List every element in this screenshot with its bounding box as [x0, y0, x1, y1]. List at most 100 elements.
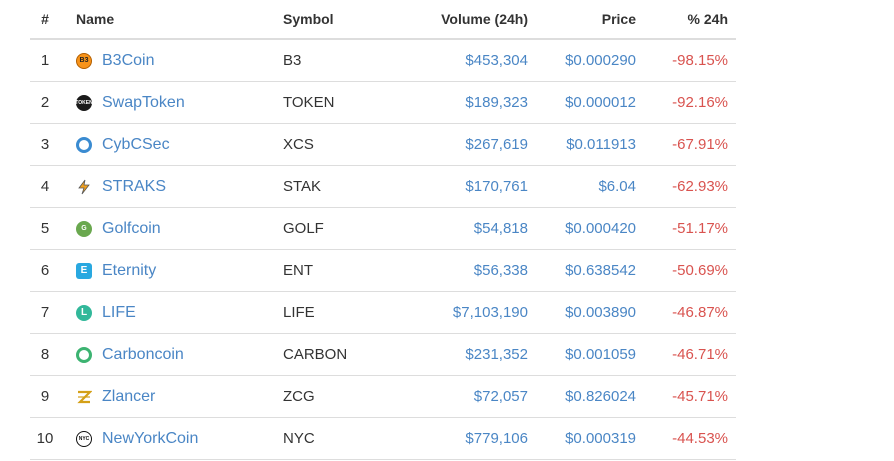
name-cell: STRAKS: [60, 165, 283, 208]
volume-cell[interactable]: $231,352: [413, 333, 528, 376]
price-cell[interactable]: $0.638542: [528, 249, 636, 292]
zlancer-icon: [76, 389, 92, 405]
coin-name-link[interactable]: STRAKS: [102, 177, 167, 195]
coin-name-link[interactable]: Golfcoin: [102, 219, 161, 237]
name-cell: TOKEN SwapToken: [60, 81, 283, 124]
coin-name-wrapper: E Eternity: [76, 262, 283, 280]
table-row[interactable]: 5 G Golfcoin GOLF $54,818 $0.000420 -51.17%: [30, 207, 736, 250]
name-cell: G Golfcoin: [60, 207, 283, 250]
volume-cell[interactable]: $779,106: [413, 417, 528, 460]
rank-cell: 2: [30, 81, 60, 124]
price-cell[interactable]: $0.003890: [528, 291, 636, 334]
table-header-row: # Name Symbol Volume (24h) Price % 24h: [30, 0, 736, 40]
price-cell[interactable]: $0.000319: [528, 417, 636, 460]
volume-cell[interactable]: $54,818: [413, 207, 528, 250]
life-icon: L: [76, 304, 92, 321]
symbol-cell: LIFE: [283, 291, 413, 334]
coin-name-wrapper: Carboncoin: [76, 346, 283, 364]
name-cell: Zlancer: [60, 375, 283, 418]
header-price[interactable]: Price: [528, 0, 636, 40]
change-cell: -45.71%: [636, 375, 736, 418]
change-cell: -46.87%: [636, 291, 736, 334]
price-cell[interactable]: $0.000012: [528, 81, 636, 124]
table-row[interactable]: 9 Zlancer ZCG $72,057 $0.826024 -45.71%: [30, 375, 736, 418]
volume-cell[interactable]: $170,761: [413, 165, 528, 208]
change-cell: -44.53%: [636, 417, 736, 460]
change-cell: -51.17%: [636, 207, 736, 250]
name-cell: CybCSec: [60, 123, 283, 166]
header-symbol[interactable]: Symbol: [283, 0, 413, 40]
symbol-cell: CARBON: [283, 333, 413, 376]
volume-cell[interactable]: $7,103,190: [413, 291, 528, 334]
price-cell[interactable]: $0.001059: [528, 333, 636, 376]
volume-cell[interactable]: $72,057: [413, 375, 528, 418]
coin-table-container: # Name Symbol Volume (24h) Price % 24h 1…: [30, 0, 736, 460]
name-cell: Carboncoin: [60, 333, 283, 376]
coin-name-wrapper: NYC NewYorkCoin: [76, 430, 283, 448]
name-cell: B3 B3Coin: [60, 39, 283, 82]
name-cell: E Eternity: [60, 249, 283, 292]
volume-cell[interactable]: $453,304: [413, 39, 528, 82]
rank-cell: 1: [30, 39, 60, 82]
symbol-cell: B3: [283, 39, 413, 82]
table-row[interactable]: 10 NYC NewYorkCoin NYC $779,106 $0.000319 -44.…: [30, 417, 736, 460]
header-change[interactable]: % 24h: [636, 0, 736, 40]
table-row[interactable]: 7 L LIFE LIFE $7,103,190 $0.003890 -46.87%: [30, 291, 736, 334]
coin-name-wrapper: TOKEN SwapToken: [75, 93, 283, 112]
header-volume[interactable]: Volume (24h): [413, 0, 528, 40]
volume-cell[interactable]: $267,619: [413, 123, 528, 166]
coin-name-link[interactable]: LIFE: [102, 303, 136, 321]
rank-cell: 6: [30, 249, 60, 292]
volume-cell[interactable]: $189,323: [413, 81, 528, 124]
name-cell: L LIFE: [60, 291, 283, 334]
price-cell[interactable]: $0.826024: [528, 375, 636, 418]
rank-cell: 5: [30, 207, 60, 250]
table-row[interactable]: 4 STRAKS STAK $170,761 $6.04 -62.93%: [30, 165, 736, 208]
coin-name-link[interactable]: Carboncoin: [102, 345, 184, 363]
symbol-cell: XCS: [283, 123, 413, 166]
header-name[interactable]: Name: [60, 0, 283, 40]
rank-cell: 7: [30, 291, 60, 334]
b3coin-icon: B3: [76, 52, 92, 69]
header-rank[interactable]: #: [30, 0, 60, 40]
table-row[interactable]: 6 E Eternity ENT $56,338 $0.638542 -50.69%: [30, 249, 736, 292]
rank-cell: 9: [30, 375, 60, 418]
coin-name-link[interactable]: Eternity: [102, 261, 157, 279]
table-row[interactable]: 2 TOKEN SwapToken TOKEN $189,323 $0.000012 -92…: [30, 81, 736, 124]
eternity-icon: E: [76, 262, 92, 279]
symbol-cell: TOKEN: [283, 81, 413, 124]
symbol-cell: STAK: [283, 165, 413, 208]
change-cell: -98.15%: [636, 39, 736, 82]
symbol-cell: ENT: [283, 249, 413, 292]
name-cell: NYC NewYorkCoin: [60, 417, 283, 460]
cybcsec-icon: [76, 136, 92, 153]
symbol-cell: NYC: [283, 417, 413, 460]
price-cell[interactable]: $0.000290: [528, 39, 636, 82]
coin-name-link[interactable]: CybCSec: [102, 135, 170, 153]
coin-name-wrapper: CybCSec: [76, 136, 283, 154]
straks-icon: [76, 179, 92, 195]
swaptoken-icon: TOKEN: [75, 94, 93, 111]
price-cell[interactable]: $0.011913: [528, 123, 636, 166]
symbol-cell: ZCG: [283, 375, 413, 418]
coin-name-link[interactable]: SwapToken: [102, 93, 185, 111]
coin-table: # Name Symbol Volume (24h) Price % 24h 1…: [30, 0, 736, 460]
coin-name-wrapper: B3 B3Coin: [76, 52, 283, 70]
coin-name-link[interactable]: NewYorkCoin: [102, 429, 199, 447]
rank-cell: 4: [30, 165, 60, 208]
volume-cell[interactable]: $56,338: [413, 249, 528, 292]
symbol-cell: GOLF: [283, 207, 413, 250]
table-row[interactable]: 8 Carboncoin CARBON $231,352 $0.001059 -46.71…: [30, 333, 736, 376]
coin-name-link[interactable]: Zlancer: [102, 387, 156, 405]
change-cell: -46.71%: [636, 333, 736, 376]
rank-cell: 3: [30, 123, 60, 166]
newyorkcoin-icon: NYC: [76, 430, 92, 447]
table-row[interactable]: 1 B3 B3Coin B3 $453,304 $0.000290 -98.15%: [30, 39, 736, 82]
price-cell[interactable]: $0.000420: [528, 207, 636, 250]
coin-name-wrapper: STRAKS: [76, 178, 283, 196]
coin-name-wrapper: G Golfcoin: [76, 220, 283, 238]
rank-cell: 8: [30, 333, 60, 376]
coin-name-link[interactable]: B3Coin: [102, 51, 155, 69]
price-cell[interactable]: $6.04: [528, 165, 636, 208]
table-row[interactable]: 3 CybCSec XCS $267,619 $0.011913 -67.91%: [30, 123, 736, 166]
